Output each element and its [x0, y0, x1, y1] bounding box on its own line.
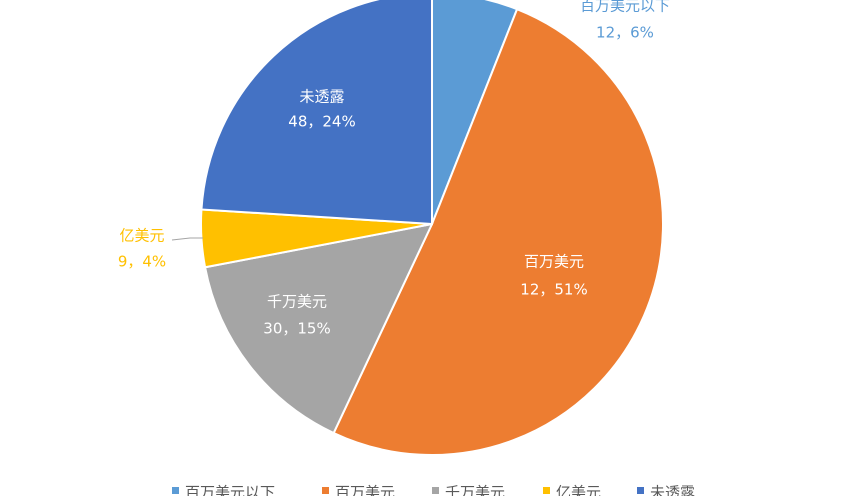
legend-label: 百万美元 — [335, 484, 395, 496]
slice-label: 亿美元 — [119, 227, 164, 245]
legend-label: 千万美元 — [445, 484, 505, 496]
slice-label: 未透露 — [299, 88, 344, 106]
legend-swatch — [432, 487, 439, 494]
slice-label: 千万美元 — [267, 293, 327, 311]
leader-line — [171, 237, 203, 241]
legend-swatch — [543, 487, 550, 494]
pie-slice — [332, 7, 664, 456]
legend-swatch — [322, 487, 329, 494]
value-label: 48，24% — [288, 113, 355, 131]
value-label: 12，6% — [596, 24, 654, 42]
pie-slice — [200, 0, 433, 226]
value-label: 12，51% — [520, 281, 587, 299]
legend-label: 百万美元以下 — [185, 484, 275, 496]
value-label: 9，4% — [118, 253, 166, 271]
value-label: 30，15% — [263, 320, 330, 338]
slice-label: 百万美元以下 — [580, 0, 670, 15]
legend-swatch — [172, 487, 179, 494]
legend-swatch — [637, 487, 644, 494]
legend-label: 亿美元 — [556, 484, 601, 496]
pie-slice — [203, 222, 434, 435]
slice-label: 百万美元 — [524, 253, 584, 271]
legend-label: 未透露 — [650, 484, 695, 496]
